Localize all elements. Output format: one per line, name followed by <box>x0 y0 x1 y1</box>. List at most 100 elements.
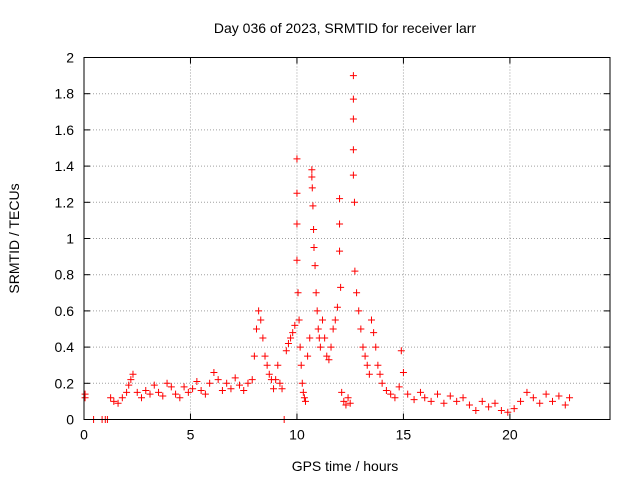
data-point <box>395 383 403 391</box>
y-tick-label: 0.8 <box>55 267 75 283</box>
data-point <box>295 316 303 324</box>
data-point <box>155 388 163 396</box>
x-tick-label: 5 <box>187 427 195 443</box>
data-point <box>252 325 260 333</box>
x-tick-labels: 0 5 10 15 20 <box>80 427 518 443</box>
data-point <box>235 381 243 389</box>
chart-title: Day 036 of 2023, SRMTID for receiver lar… <box>214 20 477 36</box>
data-point <box>349 95 357 103</box>
data-point <box>282 347 290 355</box>
data-point <box>265 370 273 378</box>
y-tick-label: 0.2 <box>55 375 75 391</box>
data-point <box>172 390 180 398</box>
data-point <box>257 316 265 324</box>
data-point <box>306 334 314 342</box>
x-tick-label: 0 <box>80 427 88 443</box>
data-point <box>293 189 301 197</box>
x-axis-label: GPS time / hours <box>292 458 399 474</box>
y-tick-label: 1.4 <box>55 158 75 174</box>
data-point <box>276 379 284 387</box>
data-point <box>218 387 226 395</box>
data-point <box>510 405 518 413</box>
data-point <box>118 394 126 402</box>
data-point <box>304 352 312 360</box>
data-point <box>331 316 339 324</box>
data-point <box>300 394 308 402</box>
data-point <box>270 385 278 393</box>
data-point <box>308 173 316 181</box>
data-point <box>244 379 252 387</box>
data-point <box>313 307 321 315</box>
data-point <box>125 381 133 389</box>
data-point <box>478 397 486 405</box>
data-point <box>293 155 301 163</box>
data-point <box>159 392 167 400</box>
data-point <box>294 289 302 297</box>
data-point <box>472 406 480 414</box>
data-point <box>325 356 333 364</box>
y-tick-label: 2 <box>66 50 74 66</box>
y-tick-label: 1.8 <box>55 86 75 102</box>
data-point <box>261 352 269 360</box>
data-point <box>446 392 454 400</box>
data-point <box>248 376 256 384</box>
data-point <box>263 361 271 369</box>
data-point <box>359 343 367 351</box>
data-point <box>353 289 361 297</box>
data-point <box>561 401 569 409</box>
data-point <box>404 390 412 398</box>
data-point <box>566 394 574 402</box>
data-point <box>336 195 344 203</box>
data-point <box>336 247 344 255</box>
data-point <box>123 388 131 396</box>
data-point <box>319 316 327 324</box>
data-point <box>114 399 122 407</box>
data-point <box>176 394 184 402</box>
data-point <box>301 397 309 405</box>
data-point <box>184 388 192 396</box>
data-point <box>150 381 158 389</box>
data-point <box>197 387 205 395</box>
data-point <box>312 289 320 297</box>
data-point <box>189 385 197 393</box>
data-point <box>250 352 258 360</box>
data-point <box>308 184 316 192</box>
data-point <box>316 343 324 351</box>
data-point <box>523 388 531 396</box>
data-point <box>342 401 350 409</box>
data-point <box>309 202 317 210</box>
x-tick-label: 20 <box>502 427 518 443</box>
data-point <box>434 390 442 398</box>
data-point <box>327 343 335 351</box>
data-point <box>163 379 171 387</box>
y-tick-label: 1 <box>66 231 74 247</box>
data-point <box>240 387 248 395</box>
data-point <box>323 352 331 360</box>
data-point <box>223 379 231 387</box>
data-point <box>504 408 512 416</box>
data-point <box>297 361 305 369</box>
data-point <box>361 352 369 360</box>
data-point <box>346 399 354 407</box>
data-point <box>142 387 150 395</box>
data-point <box>231 374 239 382</box>
data-point <box>146 390 154 398</box>
data-point <box>289 329 297 337</box>
data-point <box>349 171 357 179</box>
data-point <box>376 370 384 378</box>
data-point <box>440 399 448 407</box>
data-point <box>255 307 263 315</box>
data-point <box>227 385 235 393</box>
data-point <box>416 388 424 396</box>
data-point <box>378 379 386 387</box>
data-point <box>293 220 301 228</box>
grid-lines <box>83 57 610 420</box>
data-point <box>555 392 563 400</box>
data-point <box>517 397 525 405</box>
data-point <box>465 401 473 409</box>
data-point <box>340 397 348 405</box>
data-point <box>291 321 299 329</box>
data-point <box>549 397 557 405</box>
data-point <box>372 343 380 351</box>
data-point <box>284 339 292 347</box>
